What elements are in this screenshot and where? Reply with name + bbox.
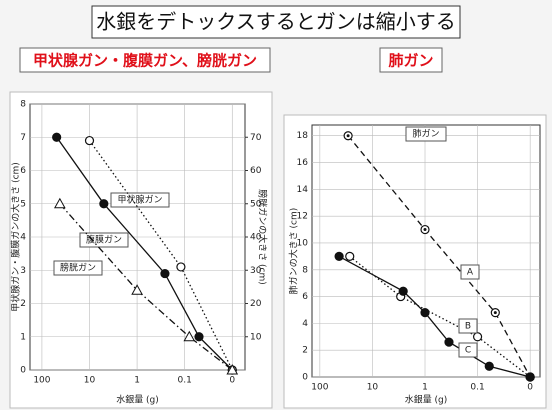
legend-label: 膀胱ガン	[60, 262, 96, 274]
y2-axis-label: 膀胱ガンの大きさ (cm)	[257, 189, 269, 285]
y2-tick-label: 50	[250, 199, 262, 209]
y-tick-label: 5	[20, 199, 26, 209]
marker	[484, 361, 494, 371]
x-tick-label: 10	[84, 376, 96, 386]
marker	[53, 197, 66, 209]
title-box	[91, 5, 461, 39]
legend-label: C	[465, 346, 471, 356]
marker	[160, 268, 170, 279]
y-tick-label: 1	[20, 332, 26, 342]
marker	[525, 372, 535, 382]
marker	[444, 337, 454, 347]
x-axis-label: 水銀量 (g)	[116, 394, 159, 406]
x-tick-label: 100	[311, 383, 328, 393]
legend-box	[460, 264, 480, 280]
y2-tick-label: 30	[250, 266, 262, 276]
series-line	[347, 135, 531, 378]
marker	[52, 132, 62, 142]
marker	[99, 199, 109, 209]
marker-dot	[423, 228, 427, 232]
y-tick-label: 3	[20, 266, 26, 276]
series-line	[338, 255, 531, 378]
x-tick-label: 0	[229, 376, 235, 386]
chart-panel	[9, 91, 273, 409]
section-label: 甲状腺ガン・腹膜ガン、膀胱ガン	[33, 52, 257, 70]
marker-dot	[493, 311, 497, 315]
marker	[176, 262, 186, 272]
y-tick-label: 4	[20, 233, 26, 243]
y2-tick-label: 10	[250, 332, 262, 342]
y2-tick-label: 20	[250, 299, 262, 309]
y-tick-label: 4	[302, 319, 308, 329]
series-line	[59, 203, 233, 371]
chart-title: 肺ガン	[412, 129, 439, 140]
marker	[472, 332, 483, 342]
marker	[84, 135, 95, 146]
legend-label: 腹膜ガン	[86, 234, 122, 246]
y-tick-label: 14	[297, 185, 309, 195]
y-tick-label: 8	[20, 100, 26, 110]
marker	[420, 308, 430, 318]
legend-box	[110, 192, 170, 208]
y2-tick-label: 40	[250, 233, 262, 243]
label-box	[379, 47, 443, 73]
y-tick-label: 12	[297, 212, 308, 222]
y-tick-label: 10	[297, 238, 309, 248]
marker	[345, 251, 355, 261]
y-tick-label: 6	[302, 292, 308, 302]
slide-title: 水銀をデトックスするとガンは縮小する	[96, 10, 455, 34]
x-axis-label: 水銀量 (g)	[405, 394, 448, 406]
y-tick-label: 0	[302, 373, 308, 383]
y-tick-label: 8	[302, 265, 308, 275]
marker	[194, 332, 204, 342]
section-label: 肺ガン	[388, 52, 433, 70]
legend-box	[79, 232, 129, 248]
y-axis-label: 肺ガンの大きさ (cm)	[288, 208, 300, 295]
y-tick-label: 2	[302, 346, 308, 356]
y-tick-label: 18	[297, 131, 309, 141]
chart-title-box	[405, 126, 447, 142]
y2-tick-label: 60	[250, 166, 262, 176]
marker	[183, 330, 196, 342]
x-tick-label: 1	[134, 376, 140, 386]
series-line	[88, 140, 233, 371]
y-tick-label: 0	[20, 366, 26, 376]
y-tick-label: 6	[20, 166, 26, 176]
x-tick-label: 0.1	[178, 376, 192, 386]
marker-dot	[346, 134, 350, 138]
x-tick-label: 1	[422, 383, 428, 393]
y-tick-label: 2	[20, 299, 26, 309]
legend-label: 甲状腺ガン	[117, 194, 162, 206]
legend-label: A	[467, 268, 474, 278]
marker	[334, 251, 344, 261]
x-tick-label: 10	[367, 383, 379, 393]
legend-box	[458, 318, 478, 334]
y-tick-label: 16	[297, 158, 309, 168]
x-tick-label: 0	[527, 383, 533, 393]
marker	[131, 284, 143, 295]
y-axis-label: 甲状腺ガン・腹膜ガンの大きさ (cm)	[10, 162, 22, 312]
marker	[398, 286, 408, 296]
y2-tick-label: 70	[250, 133, 262, 143]
legend-box	[458, 342, 478, 358]
x-tick-label: 0.1	[470, 383, 484, 393]
y-tick-label: 7	[20, 133, 26, 143]
marker	[226, 363, 239, 375]
legend-label: B	[465, 322, 471, 332]
label-box	[19, 47, 271, 73]
chart-panel	[283, 114, 547, 409]
x-tick-label: 100	[33, 376, 50, 386]
legend-box	[53, 260, 103, 276]
